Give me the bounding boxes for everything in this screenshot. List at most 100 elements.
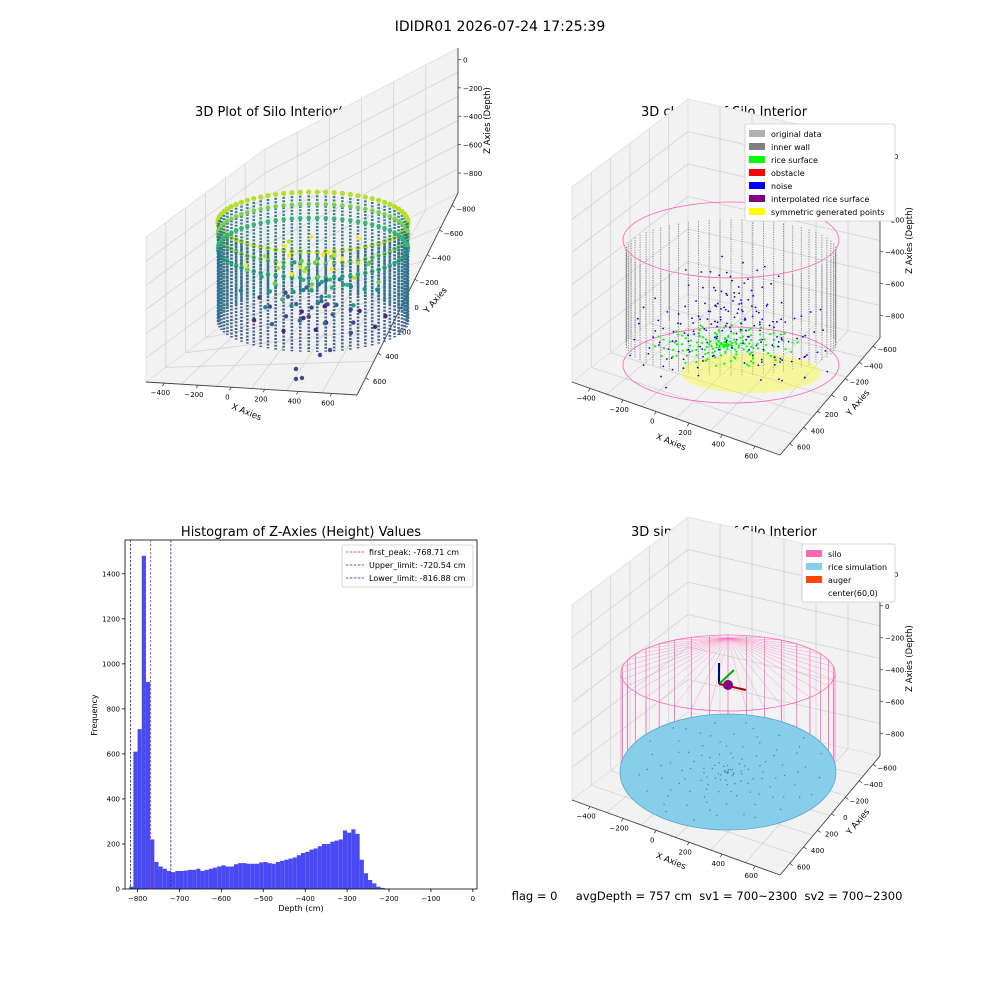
raw-interior-point <box>238 288 244 293</box>
raw-wall-top-point <box>258 194 264 200</box>
cls-rice-surface-point <box>697 345 700 348</box>
histogram-legend <box>341 544 474 588</box>
sim-rice-point <box>699 732 702 734</box>
cls-noise-point <box>642 364 645 366</box>
sim-legend-label: rice simulation <box>828 563 887 572</box>
raw-z-tick-label: −200 <box>463 85 482 93</box>
cls-rice-surface-point <box>697 332 700 335</box>
histogram-bar <box>309 849 314 889</box>
cls-noise-point <box>750 305 753 308</box>
sim-rice-point <box>742 746 744 748</box>
raw-interior-point <box>309 288 314 293</box>
cls-noise-point <box>733 316 736 319</box>
raw-interior-point <box>356 236 362 241</box>
raw-interior-point <box>309 234 314 240</box>
cls-legend-label: original data <box>771 130 822 139</box>
raw-wall-point <box>314 201 320 207</box>
raw-z-tick-label: −400 <box>463 113 482 121</box>
cls-rice-surface-point <box>772 332 775 335</box>
raw-wall-point <box>382 211 387 217</box>
cls-rice-surface-point <box>791 341 794 344</box>
cls-noise-point <box>710 323 713 326</box>
cls-noise-point <box>746 335 749 338</box>
histogram-bar <box>158 866 163 889</box>
cls-noise-point <box>760 341 762 343</box>
sim-z-axis-label: Z Axies (Depth) <box>905 625 915 692</box>
cls-noise-point <box>772 320 774 323</box>
cls-rice-surface-point <box>739 342 743 345</box>
sim-roof-line <box>727 637 797 703</box>
cls-rice-surface-point <box>695 354 698 357</box>
raw-interior-point <box>299 258 304 264</box>
cls-noise-point <box>787 340 790 343</box>
cls-rice-surface-point <box>730 324 733 327</box>
raw-interior-point <box>340 282 346 287</box>
raw-x-tick <box>296 391 299 395</box>
raw-wall-top-point <box>281 190 287 197</box>
cls-rice-surface-point <box>715 342 718 345</box>
raw-interior-point <box>275 266 281 271</box>
raw-interior-point <box>259 274 264 280</box>
raw-x-tick <box>195 384 199 389</box>
cls-x-tick <box>686 422 690 427</box>
raw-wall-top-point <box>289 190 295 196</box>
sim-roof-line <box>727 637 821 655</box>
cls-rice-surface-point <box>768 333 772 336</box>
cls-noise-point <box>798 357 801 360</box>
sim-x-tick <box>653 830 657 834</box>
cls-noise-point <box>660 375 662 378</box>
sim-y-tick <box>845 796 849 800</box>
sim-rice-point <box>727 771 729 773</box>
cls-noise-point <box>714 320 716 323</box>
raw-interior-point <box>282 243 288 249</box>
cls-noise-point <box>824 349 827 352</box>
raw-wall-point <box>376 210 381 215</box>
raw-interior-point <box>319 298 324 304</box>
raw-interior-point <box>272 281 277 286</box>
sim-rice-point <box>709 809 711 812</box>
histogram-x-tick-label: −800 <box>128 895 147 903</box>
raw-y-tick <box>365 377 369 381</box>
cls-z-tick-label: −400 <box>885 249 904 257</box>
raw-y-tick-label: 400 <box>385 353 398 361</box>
histogram-bar <box>242 863 247 889</box>
cls-noise-point <box>688 350 691 353</box>
cls-y-tick <box>872 345 877 349</box>
cls-noise-point <box>754 306 757 309</box>
raw-outlier-point <box>293 376 299 382</box>
histogram-bar <box>200 870 205 889</box>
raw-wall-top-point <box>387 201 393 207</box>
cls-rice-surface-point <box>724 337 727 340</box>
raw-interior-point <box>263 304 268 310</box>
raw-wall-point <box>233 228 239 233</box>
sim-roof-line <box>627 637 729 661</box>
cls-noise-point <box>726 294 729 297</box>
histogram-bar <box>259 862 264 889</box>
cls-noise-point <box>773 356 776 359</box>
sim-roof-line <box>727 637 810 649</box>
raw-wall-point <box>331 216 337 222</box>
raw-wall-top-point <box>391 204 398 210</box>
sim-legend-swatch <box>806 550 822 557</box>
cls-rice-surface-point <box>759 326 763 329</box>
sim-y-tick-label: 600 <box>797 863 810 871</box>
raw-y-tick <box>426 254 431 257</box>
cls-rice-surface-point <box>723 340 726 344</box>
cls-noise-point <box>725 292 728 295</box>
raw-interior-point <box>323 278 329 283</box>
raw-interior-point <box>366 261 371 267</box>
cls-noise-point <box>706 341 709 344</box>
cls-rice-surface-point <box>749 334 753 337</box>
sim-triad-y <box>718 669 735 685</box>
cls-noise-point <box>775 320 778 323</box>
raw-wall-point <box>229 230 234 235</box>
cls-rice-surface-point <box>727 343 730 346</box>
cls-rice-surface-point <box>748 342 751 345</box>
cls-y-tick-label: 0 <box>843 395 847 403</box>
cls-symmetric-region <box>681 353 821 393</box>
cls-noise-point <box>737 286 740 288</box>
cls-noise-point <box>720 308 722 310</box>
raw-interior-point <box>372 324 378 329</box>
sim-x-tick-label: −400 <box>577 813 596 821</box>
cls-noise-point <box>777 275 780 278</box>
